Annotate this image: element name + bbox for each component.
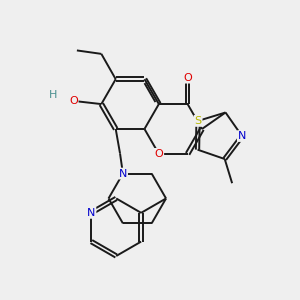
Text: N: N <box>87 208 95 218</box>
Text: O: O <box>154 149 163 159</box>
Text: O: O <box>183 73 192 82</box>
Text: N: N <box>119 169 127 178</box>
Text: O: O <box>69 96 78 106</box>
Text: N: N <box>238 131 246 141</box>
Text: S: S <box>194 116 202 126</box>
Text: H: H <box>49 90 57 100</box>
